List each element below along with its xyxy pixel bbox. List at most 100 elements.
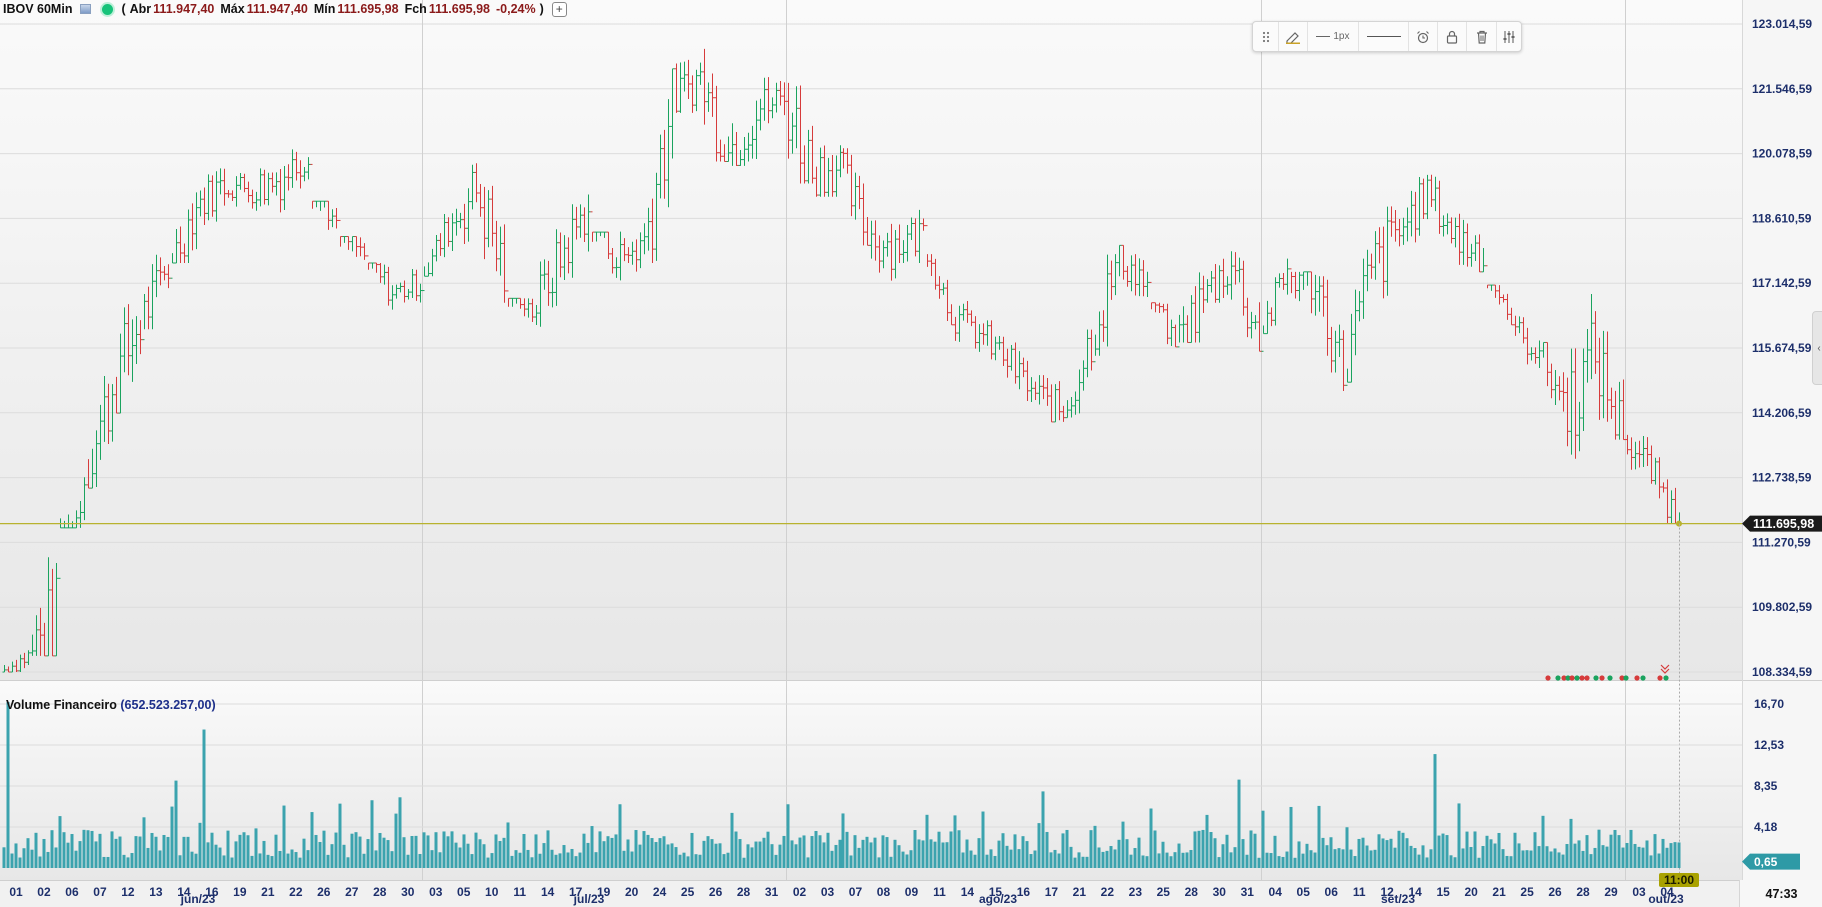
volume-bar [158, 850, 162, 868]
volume-bar [358, 836, 362, 868]
volume-bar [462, 834, 466, 868]
volume-bar [969, 850, 973, 868]
volume-bar [1481, 846, 1485, 868]
volume-bar [1037, 823, 1041, 868]
trade-marker[interactable] [1593, 675, 1599, 681]
volume-bar [718, 843, 722, 868]
volume-bar [702, 840, 706, 868]
time-tick-label: 25 [681, 885, 695, 899]
volume-bar [1509, 856, 1513, 868]
side-panel-toggle[interactable]: ‹ [1812, 311, 1822, 385]
volume-bar [1401, 832, 1405, 868]
time-tick-label: 16 [1017, 885, 1031, 899]
pencil-icon[interactable] [1279, 22, 1308, 51]
alarm-icon[interactable] [1409, 22, 1439, 51]
time-tick-label: 06 [1325, 885, 1339, 899]
trade-marker[interactable] [1555, 675, 1561, 681]
volume-bar [929, 839, 933, 868]
line-width-button[interactable]: 1px [1308, 22, 1360, 51]
volume-bar [130, 853, 134, 868]
time-tick-label: 08 [877, 885, 891, 899]
volume-bar [822, 842, 826, 868]
trade-marker[interactable] [1663, 675, 1669, 681]
trade-marker[interactable] [1561, 675, 1567, 681]
volume-bar [678, 854, 682, 868]
volume-bar [638, 844, 642, 868]
trade-marker[interactable] [1584, 675, 1590, 681]
volume-bar [977, 838, 981, 868]
time-tick-label: 28 [737, 885, 751, 899]
add-study-button[interactable]: + [551, 1, 567, 17]
volume-bar [1277, 856, 1281, 868]
volume-bar [1245, 854, 1249, 868]
volume-bar [830, 850, 834, 868]
trade-marker[interactable] [1545, 675, 1551, 681]
volume-bar [1305, 843, 1309, 868]
trade-marker[interactable] [1579, 675, 1585, 681]
time-tick-label: 24 [653, 885, 667, 899]
volume-bar [266, 854, 270, 868]
volume-bar [146, 847, 150, 868]
volume-bar [1293, 857, 1297, 868]
volume-bar [102, 856, 106, 868]
volume-bar [965, 839, 969, 868]
volume-bar [1477, 857, 1481, 868]
volume-bar [582, 833, 586, 868]
drag-handle-icon[interactable] [1253, 22, 1280, 51]
volume-bar [1565, 844, 1569, 868]
volume-bar [1221, 844, 1225, 868]
symbol-label[interactable]: IBOV 60Min [3, 2, 73, 16]
volume-bar [1301, 853, 1305, 868]
volume-bar [322, 830, 326, 868]
settings-sliders-icon[interactable] [1497, 22, 1521, 51]
volume-bar [522, 834, 526, 868]
volume-bar [378, 832, 382, 868]
volume-bar [578, 852, 582, 868]
volume-bar [1553, 848, 1557, 868]
trade-marker[interactable] [1569, 675, 1575, 681]
trade-marker[interactable] [1574, 675, 1580, 681]
volume-bar [690, 832, 694, 868]
volume-bar [853, 835, 857, 868]
line-style-icon[interactable] [1359, 22, 1409, 51]
volume-bar [114, 838, 118, 868]
volume-bar [1173, 852, 1177, 868]
symbol-settings-icon[interactable] [80, 4, 92, 14]
volume-bar [1005, 845, 1009, 868]
volume-name[interactable]: Volume Financeiro [6, 698, 117, 712]
volume-bar [458, 847, 462, 868]
trade-marker[interactable] [1657, 675, 1663, 681]
volume-bar [826, 832, 830, 868]
volume-bar [1189, 849, 1193, 868]
trade-marker[interactable] [1623, 675, 1629, 681]
time-tick-label: 04 [1660, 885, 1674, 899]
trade-marker[interactable] [1619, 675, 1625, 681]
price-tick-label: 121.546,59 [1752, 82, 1812, 96]
volume-bar [342, 844, 346, 868]
price-legend: IBOV 60Min ( Abr 111.947,40 Máx 111.947,… [3, 0, 567, 18]
trade-marker[interactable] [1607, 675, 1613, 681]
trade-marker[interactable] [1599, 675, 1605, 681]
volume-bar [845, 831, 849, 868]
line-width-label: 1px [1333, 31, 1350, 42]
volume-bar [1273, 835, 1277, 868]
lock-icon[interactable] [1438, 22, 1468, 51]
price-pane-background [0, 0, 1742, 680]
volume-bar [162, 834, 166, 868]
volume-bar [1453, 857, 1457, 868]
volume-bar [1253, 833, 1257, 868]
trash-icon[interactable] [1467, 22, 1497, 51]
volume-value: (652.523.257,00) [120, 698, 216, 712]
trade-marker[interactable] [1634, 675, 1640, 681]
volume-bar [538, 853, 542, 868]
time-axis-background [0, 880, 1822, 907]
volume-bar [742, 857, 746, 868]
volume-bar [1461, 848, 1465, 868]
volume-bar [422, 832, 426, 868]
alert-chevron-icon[interactable] [1660, 664, 1670, 674]
volume-bar [1501, 849, 1505, 868]
trade-marker[interactable] [1565, 675, 1571, 681]
volume-bar [1237, 779, 1241, 868]
trade-marker[interactable] [1640, 675, 1646, 681]
